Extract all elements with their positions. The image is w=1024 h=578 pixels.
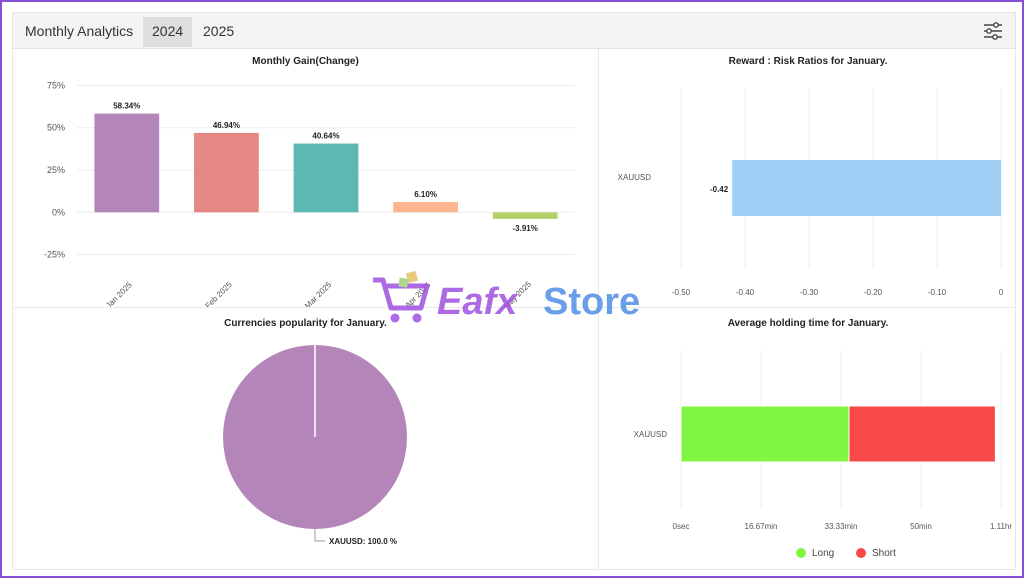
top-bar: Monthly Analytics 2024 2025	[13, 13, 1015, 49]
y-tick-label: -25%	[44, 250, 65, 260]
reward-risk-chart: -0.50 -0.40 -0.30 -0.20 -0.10 0 -0.42 XAUUSD	[618, 89, 1004, 297]
data-label: 6.10%	[414, 190, 437, 199]
watermark-text-right: Store	[543, 281, 640, 323]
monthly-gain-chart: 75% 50% 25% 0% -25% 58.34% Jan 2025 46.94% Feb 2…	[44, 80, 575, 307]
legend-marker	[856, 548, 866, 558]
x-tick-label: -0.50	[672, 288, 691, 297]
reward-risk-title: Reward : Risk Ratios for January.	[728, 56, 888, 67]
data-label: -3.91%	[513, 224, 538, 233]
bar-segment	[680, 405, 850, 463]
watermark-text-left: Eafx	[437, 281, 519, 323]
x-tick-label: 50min	[910, 522, 932, 531]
y-tick-label: 75%	[47, 80, 65, 90]
y-tick-label: 25%	[47, 165, 65, 175]
page-title: Monthly Analytics	[25, 23, 134, 39]
sliders-icon	[984, 22, 1002, 40]
bar	[393, 201, 458, 213]
watermark-logo: Eafx Store	[373, 270, 640, 323]
currencies-pie-chart: XAUUSD: 100.0 %	[223, 345, 407, 546]
x-tick-label: -0.30	[800, 288, 819, 297]
y-tick-label: 0%	[52, 207, 65, 217]
legend-marker	[796, 548, 806, 558]
bar	[732, 160, 1001, 216]
data-label: XAUUSD: 100.0 %	[329, 537, 397, 546]
data-label: 40.64%	[312, 132, 339, 141]
monthly-gain-title: Monthly Gain(Change)	[252, 56, 359, 67]
data-label: 46.94%	[213, 121, 240, 130]
bar	[293, 143, 359, 213]
x-tick-label: 33.33min	[825, 522, 858, 531]
vertical-divider	[598, 49, 599, 571]
x-tick-label: 0	[999, 288, 1004, 297]
currencies-popularity-title: Currencies popularity for January.	[224, 318, 387, 329]
tab-2025[interactable]: 2025	[203, 23, 235, 39]
x-tick-label: 1.11hr	[990, 522, 1012, 531]
x-tick-label: Jan 2025	[104, 280, 134, 307]
legend-label: Short	[872, 548, 896, 559]
analytics-panel: Monthly Analytics 2024 2025 Monthly Gain…	[12, 12, 1017, 571]
holding-time-title: Average holding time for January.	[727, 318, 889, 329]
x-tick-label: Mar 2025	[303, 280, 334, 307]
data-label: 58.34%	[113, 102, 140, 111]
leader-line	[314, 529, 325, 542]
x-tick-label: -0.10	[928, 288, 947, 297]
shopping-cart-icon	[373, 270, 430, 323]
bar	[194, 132, 259, 213]
y-tick-label: 50%	[47, 123, 65, 133]
bar-segment	[848, 405, 996, 463]
legend-label: Long	[812, 548, 834, 559]
x-tick-label: 16.67min	[745, 522, 778, 531]
horizontal-divider	[13, 307, 1017, 308]
filter-button[interactable]	[981, 19, 1005, 43]
x-tick-label: -0.20	[864, 288, 883, 297]
y-category-label: XAUUSD	[618, 173, 652, 182]
bar	[94, 113, 160, 213]
x-tick-label: Feb 2025	[203, 280, 234, 307]
tab-2024[interactable]: 2024	[143, 17, 193, 47]
holding-time-chart: 0sec 16.67min 33.33min 50min 1.11hr XAUUSD Lon…	[634, 351, 1012, 559]
data-label: -0.42	[710, 185, 729, 194]
x-tick-label: 0sec	[673, 522, 690, 531]
bar	[492, 212, 558, 219]
y-category-label: XAUUSD	[634, 430, 668, 439]
x-tick-label: -0.40	[736, 288, 755, 297]
